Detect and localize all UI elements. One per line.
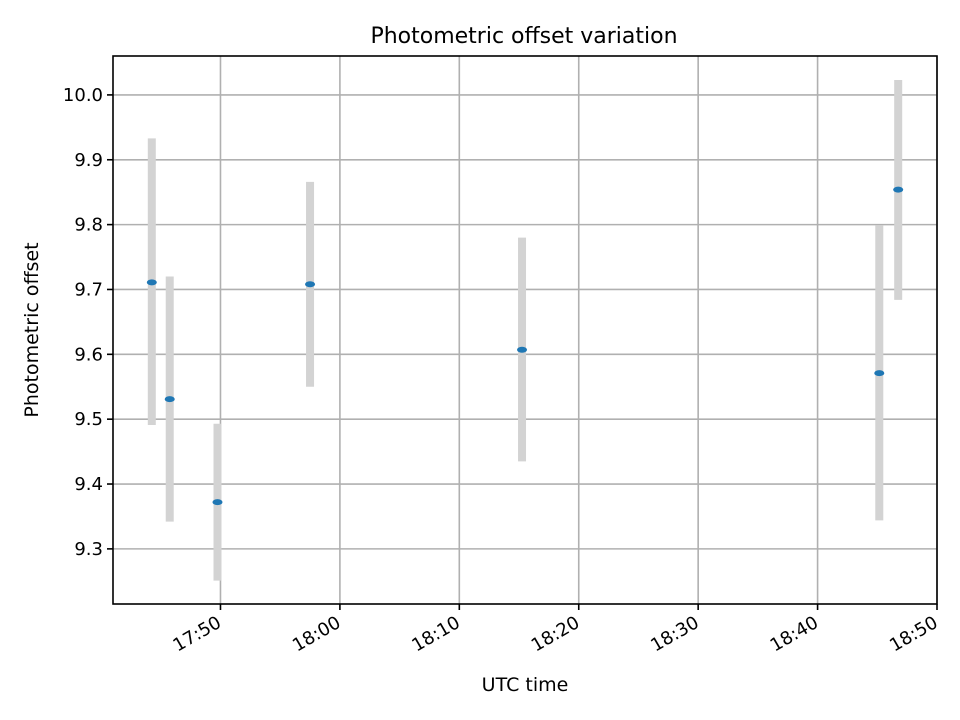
data-point bbox=[893, 186, 904, 193]
data-point bbox=[164, 396, 175, 403]
data-point bbox=[517, 346, 528, 353]
y-axis-label: Photometric offset bbox=[21, 242, 43, 417]
y-tick-label: 9.7 bbox=[74, 279, 103, 300]
x-tick-label: 18:30 bbox=[647, 612, 702, 656]
x-axis-label: UTC time bbox=[482, 674, 569, 696]
x-tick-label: 17:50 bbox=[170, 612, 225, 656]
point-layer bbox=[146, 186, 904, 506]
errorbar-layer bbox=[147, 79, 903, 581]
y-tick-label: 9.4 bbox=[74, 474, 103, 495]
y-tick-label: 9.3 bbox=[74, 539, 103, 560]
x-tick-label: 18:00 bbox=[289, 612, 344, 656]
tick-layer: 17:50 18:00 18:10 18:20 18:30 18:40 18:50 9.3 9.… bbox=[63, 85, 942, 656]
data-point bbox=[212, 499, 223, 506]
data-point bbox=[305, 281, 316, 288]
plot-frame bbox=[112, 55, 938, 605]
data-point bbox=[146, 279, 157, 286]
y-tick-label: 10.0 bbox=[63, 85, 103, 106]
x-tick-label: 18:40 bbox=[767, 612, 822, 656]
x-tick-label: 18:20 bbox=[528, 612, 583, 656]
y-tick-label: 9.5 bbox=[74, 409, 103, 430]
x-tick-label: 18:50 bbox=[886, 612, 941, 656]
x-tick-label: 18:10 bbox=[408, 612, 463, 656]
data-point bbox=[874, 370, 885, 377]
y-tick-label: 9.6 bbox=[74, 344, 103, 365]
y-tick-label: 9.8 bbox=[74, 215, 103, 236]
chart-title: Photometric offset variation bbox=[370, 24, 677, 49]
grid-layer bbox=[113, 56, 938, 604]
y-tick-label: 9.9 bbox=[74, 150, 103, 171]
